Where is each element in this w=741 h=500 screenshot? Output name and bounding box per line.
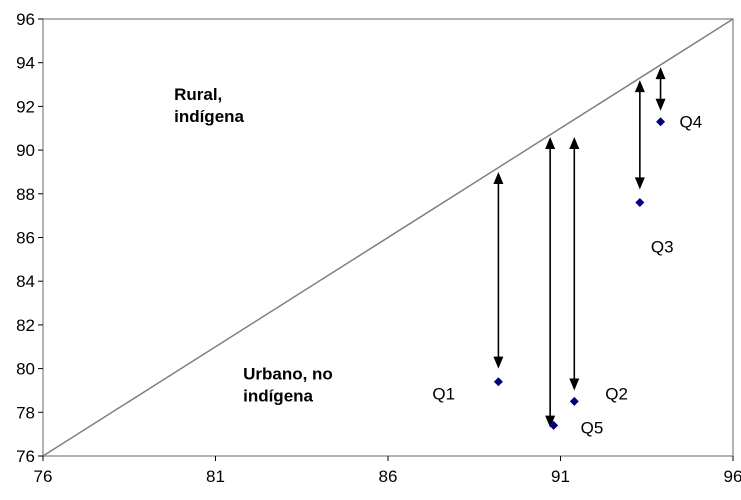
data-point-q2: [569, 396, 579, 406]
region-label-rural: Rural, indígena: [174, 85, 244, 126]
arrow-head-down: [493, 356, 504, 369]
data-point-q3: [635, 198, 645, 208]
double-arrow: [655, 67, 666, 111]
point-label-q5: Q5: [581, 418, 604, 437]
arrow-group: [493, 67, 666, 428]
y-tick-label: 84: [16, 272, 35, 291]
point-label-q2: Q2: [605, 384, 628, 403]
arrow-head-down: [569, 378, 580, 391]
point-label-q3: Q3: [651, 238, 674, 257]
arrow-head-up: [569, 136, 580, 149]
x-tick-label: 96: [724, 467, 741, 486]
data-point-q5: [549, 420, 559, 430]
arrow-head-down: [634, 177, 645, 190]
y-tick-label: 92: [16, 97, 35, 116]
double-arrow: [569, 136, 580, 391]
diagonal-reference-line: [42, 18, 734, 457]
y-tick-label: 82: [16, 316, 35, 335]
y-tick-label: 90: [16, 141, 35, 160]
y-tick-label: 76: [16, 447, 35, 466]
arrow-head-up: [545, 136, 556, 149]
point-labels: Q1 Q2 Q3 Q4 Q5: [432, 113, 702, 438]
y-axis-ticks: 76 78 80 82 84 86 88 90 92 94 96: [16, 10, 43, 466]
y-tick-label: 86: [16, 229, 35, 248]
data-point-q4: [656, 117, 666, 127]
x-tick-label: 91: [551, 467, 570, 486]
arrow-head-up: [634, 80, 645, 93]
x-axis-ticks: 76 81 86 91 96: [34, 456, 741, 486]
point-label-q4: Q4: [680, 113, 703, 132]
reference-line-group: [42, 18, 734, 457]
arrow-head-up: [655, 67, 666, 80]
y-tick-label: 96: [16, 10, 35, 29]
arrow-head-down: [545, 415, 556, 428]
data-point-q1: [493, 377, 503, 387]
y-tick-label: 88: [16, 185, 35, 204]
x-tick-label: 76: [34, 467, 53, 486]
y-tick-label: 94: [16, 54, 35, 73]
data-points: [493, 117, 666, 430]
double-arrow: [634, 80, 645, 190]
x-tick-label: 86: [379, 467, 398, 486]
region-annotations: Rural, indígena Urbano, no indígena: [174, 85, 333, 406]
point-label-q1: Q1: [432, 385, 455, 404]
y-tick-label: 80: [16, 360, 35, 379]
double-arrow: [493, 171, 504, 369]
double-arrow: [545, 136, 556, 428]
arrow-head-up: [493, 171, 504, 184]
arrow-head-down: [655, 98, 666, 111]
y-tick-label: 78: [16, 403, 35, 422]
x-tick-label: 81: [206, 467, 225, 486]
region-label-urbano: Urbano, no indígena: [243, 365, 333, 406]
